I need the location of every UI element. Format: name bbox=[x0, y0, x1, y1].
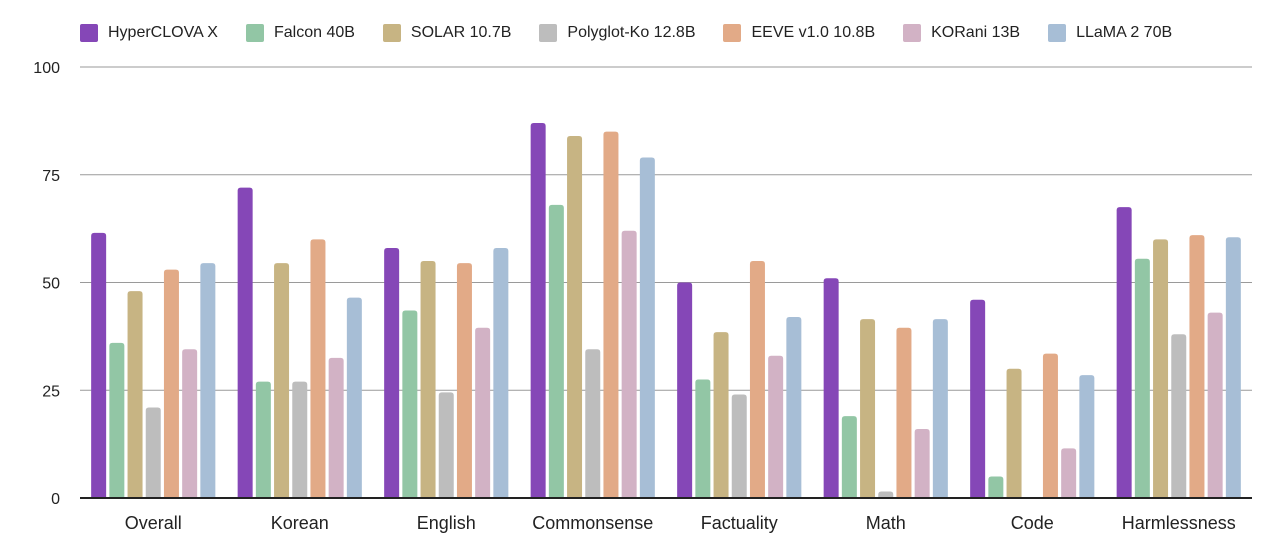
legend-swatch bbox=[723, 24, 742, 42]
legend-label: EEVE v1.0 10.8B bbox=[751, 24, 876, 41]
x-category-label: Math bbox=[866, 513, 906, 533]
bar bbox=[1171, 334, 1187, 498]
bar bbox=[475, 327, 491, 498]
legend-label: Polyglot-Ko 12.8B bbox=[567, 24, 696, 41]
bar bbox=[402, 310, 418, 498]
y-tick-label: 25 bbox=[42, 383, 60, 400]
legend-swatch bbox=[539, 24, 558, 42]
bar bbox=[878, 491, 894, 498]
bar bbox=[328, 357, 344, 498]
bar bbox=[988, 476, 1004, 498]
legend-item: SOLAR 10.7B bbox=[382, 24, 512, 42]
legend-item: Polyglot-Ko 12.8B bbox=[539, 24, 695, 42]
legend-swatch bbox=[245, 24, 264, 42]
bar bbox=[493, 248, 509, 498]
bar bbox=[548, 204, 564, 499]
bar bbox=[255, 381, 271, 498]
bar bbox=[420, 260, 436, 498]
bar bbox=[603, 131, 619, 498]
bar bbox=[1006, 368, 1022, 498]
bar bbox=[932, 319, 948, 498]
bar bbox=[1134, 258, 1150, 498]
bar bbox=[621, 230, 637, 498]
bar bbox=[1042, 353, 1058, 498]
bar bbox=[91, 232, 107, 498]
bar bbox=[695, 379, 711, 498]
bar bbox=[768, 355, 784, 498]
y-tick-label: 50 bbox=[42, 276, 60, 293]
bar bbox=[182, 349, 198, 498]
bar bbox=[896, 327, 912, 498]
bar bbox=[1079, 375, 1095, 498]
bar bbox=[237, 187, 253, 498]
bar bbox=[274, 263, 290, 498]
bar bbox=[970, 299, 986, 498]
bar bbox=[841, 416, 857, 498]
x-category-label: Overall bbox=[125, 513, 182, 533]
x-category-label: Harmlessness bbox=[1122, 513, 1236, 533]
bar bbox=[731, 394, 747, 498]
bars bbox=[91, 123, 1241, 499]
legend-item: HyperCLOVA X bbox=[80, 24, 218, 42]
bar bbox=[145, 407, 161, 498]
x-category-label: Korean bbox=[271, 513, 329, 533]
bar bbox=[163, 269, 179, 498]
bar bbox=[713, 332, 729, 498]
bar bbox=[1061, 448, 1077, 498]
bar bbox=[1225, 237, 1241, 498]
bar bbox=[310, 239, 326, 498]
bar bbox=[585, 349, 601, 498]
bar bbox=[1153, 239, 1169, 498]
bar bbox=[456, 263, 472, 498]
bar bbox=[567, 135, 583, 498]
x-category-label: English bbox=[417, 513, 476, 533]
bar bbox=[639, 157, 655, 498]
legend-item: LLaMA 2 70B bbox=[1048, 24, 1172, 42]
legend-item: Falcon 40B bbox=[245, 24, 355, 42]
bar bbox=[200, 263, 216, 498]
x-category-label: Code bbox=[1011, 513, 1054, 533]
y-tick-label: 75 bbox=[42, 168, 60, 185]
bar bbox=[677, 282, 693, 498]
legend-item: KORani 13B bbox=[903, 24, 1020, 42]
bar bbox=[530, 123, 546, 498]
bar bbox=[346, 297, 362, 498]
y-tick-label: 0 bbox=[51, 491, 60, 508]
bar bbox=[127, 291, 143, 498]
legend-label: HyperCLOVA X bbox=[108, 24, 218, 41]
bar bbox=[914, 429, 930, 498]
legend-swatch bbox=[903, 24, 922, 42]
axes: 0 25 50 75 100 Overall Korean English Commonsens… bbox=[33, 60, 1252, 533]
bar bbox=[109, 342, 125, 498]
bar bbox=[860, 319, 876, 498]
legend-swatch bbox=[80, 24, 98, 42]
bar bbox=[823, 278, 839, 498]
bar bbox=[438, 392, 454, 498]
legend-label: Falcon 40B bbox=[273, 24, 355, 41]
bar bbox=[749, 260, 765, 498]
legend-label: SOLAR 10.7B bbox=[410, 24, 512, 41]
bar bbox=[384, 248, 400, 498]
legend-swatch bbox=[382, 24, 401, 42]
bar bbox=[1189, 235, 1205, 498]
bar bbox=[1207, 312, 1223, 498]
x-category-label: Commonsense bbox=[532, 513, 653, 533]
bar bbox=[292, 381, 308, 498]
legend-label: LLaMA 2 70B bbox=[1076, 24, 1173, 41]
legend-item: EEVE v1.0 10.8B bbox=[723, 24, 875, 42]
x-category-label: Factuality bbox=[701, 513, 778, 533]
legend-swatch bbox=[1048, 24, 1067, 42]
chart-legend: HyperCLOVA X Falcon 40B SOLAR 10.7B Polyglo… bbox=[80, 24, 1200, 42]
y-tick-label: 100 bbox=[33, 60, 60, 77]
bar bbox=[1116, 207, 1132, 498]
bar bbox=[786, 316, 802, 498]
legend-label: KORani 13B bbox=[931, 24, 1021, 41]
gridlines bbox=[80, 66, 1252, 391]
